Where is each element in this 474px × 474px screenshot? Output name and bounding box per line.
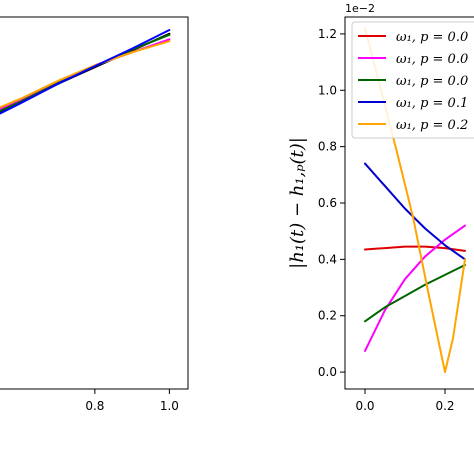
right-x-tick-label: 0.2 [435,399,454,413]
right-y-tick-label: 1.0 [318,83,337,97]
right-y-tick-label: 0.0 [318,365,337,379]
right-x-axis-ticks: 0.0 0.2 [355,389,455,413]
left-axes-frame [0,16,189,390]
left-series-line-5 [0,29,171,115]
left-x-tick-label: 1.0 [160,399,179,413]
y-offset-text: 1e−2 [345,2,375,15]
legend-label: ω₁, p = 0.1 [396,96,468,111]
right-series-line-2 [364,224,466,352]
legend-label: ω₁, p = 0.2 [396,118,468,133]
right-series-line-3 [364,264,466,323]
right-y-tick-label: 0.6 [318,196,337,210]
left-x-axis-ticks: 0.8 1.0 [85,389,179,413]
right-y-axis-ticks: 0.0 0.2 0.4 0.6 0.8 1.0 1.2 [318,27,345,379]
left-x-tick-label: 0.8 [85,399,104,413]
left-plot-area [0,29,171,115]
right-x-tick-label: 0.0 [355,399,374,413]
right-y-tick-label: 0.4 [318,252,337,266]
right-y-tick-label: 0.8 [318,140,337,154]
right-y-tick-label: 0.2 [318,309,337,323]
legend-box [351,21,474,139]
legend-label: ω₁, p = 0.0 [396,30,468,45]
right-y-tick-label: 1.2 [318,27,337,41]
right-panel: 0.0 0.2 0.0 0.2 0.4 0.6 0.8 1.0 1.2 1e−2 |h₁(t)… [287,2,474,413]
right-series-line-4 [364,162,466,261]
left-panel: 0.8 1.0 [0,16,189,413]
legend-label: ω₁, p = 0.0 [396,52,468,67]
legend-label: ω₁, p = 0.0 [396,74,468,89]
legend: ω₁, p = 0.0 ω₁, p = 0.0 ω₁, p = 0.0 ω₁, p =… [351,21,474,139]
left-series-line-4 [0,40,171,109]
right-y-axis-label: |h₁(t) − h₁,ₚ(t)| [287,137,308,269]
